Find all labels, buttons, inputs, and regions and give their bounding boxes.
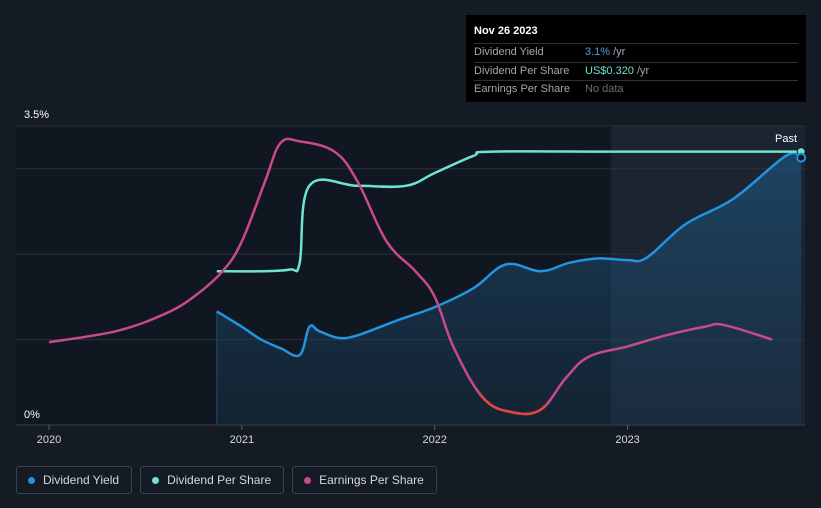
tooltip-label: Dividend Per Share — [474, 64, 570, 77]
tooltip-unit: /yr — [613, 46, 626, 58]
tooltip-row-dividend-yield: Dividend Yield 3.1% /yr — [474, 43, 798, 62]
y-axis-label-bottom: 0% — [24, 409, 40, 421]
chart-tooltip: Nov 26 2023 Dividend Yield 3.1% /yr Divi… — [466, 15, 806, 102]
earnings-per-share-line — [48, 137, 773, 416]
x-tick-label: 2022 — [422, 434, 446, 446]
tooltip-value: US$0.320 — [585, 64, 634, 77]
dividend-per-share-line — [216, 150, 802, 273]
legend: Dividend Yield Dividend Per Share Earnin… — [16, 466, 437, 494]
tooltip-unit: /yr — [636, 64, 650, 77]
tooltip-value: 3.1% — [585, 46, 611, 58]
legend-dot-icon — [28, 476, 35, 484]
tooltip-row-earnings-per-share: Earnings Per Share No data — [474, 80, 798, 99]
tooltip-label: Dividend Yield — [474, 46, 544, 58]
legend-item-dividend-yield[interactable]: Dividend Yield — [16, 466, 133, 494]
legend-item-dividend-per-share[interactable]: Dividend Per Share — [140, 466, 285, 494]
dividend-yield-end-marker — [796, 152, 807, 163]
x-tick-label: 2021 — [230, 434, 254, 446]
legend-label: Dividend Per Share — [167, 473, 272, 487]
x-tick-label: 2023 — [615, 434, 639, 446]
y-axis-label-top: 3.5% — [24, 109, 49, 121]
legend-dot-icon — [304, 476, 312, 484]
tooltip-date: Nov 26 2023 — [474, 25, 538, 37]
x-tick-label: 2020 — [37, 434, 61, 446]
legend-dot-icon — [152, 476, 160, 484]
tooltip-row-dividend-per-share: Dividend Per Share US$0.320 /yr — [474, 61, 798, 81]
dividend-yield-area — [216, 152, 802, 425]
past-label: Past — [775, 133, 797, 145]
tooltip-value: No data — [585, 83, 624, 95]
dividend-yield-line — [216, 151, 802, 358]
tooltip-label: Earnings Per Share — [474, 83, 570, 95]
legend-label: Earnings Per Share — [319, 473, 424, 487]
legend-item-earnings-per-share[interactable]: Earnings Per Share — [292, 466, 437, 494]
legend-label: Dividend Yield — [43, 473, 120, 487]
